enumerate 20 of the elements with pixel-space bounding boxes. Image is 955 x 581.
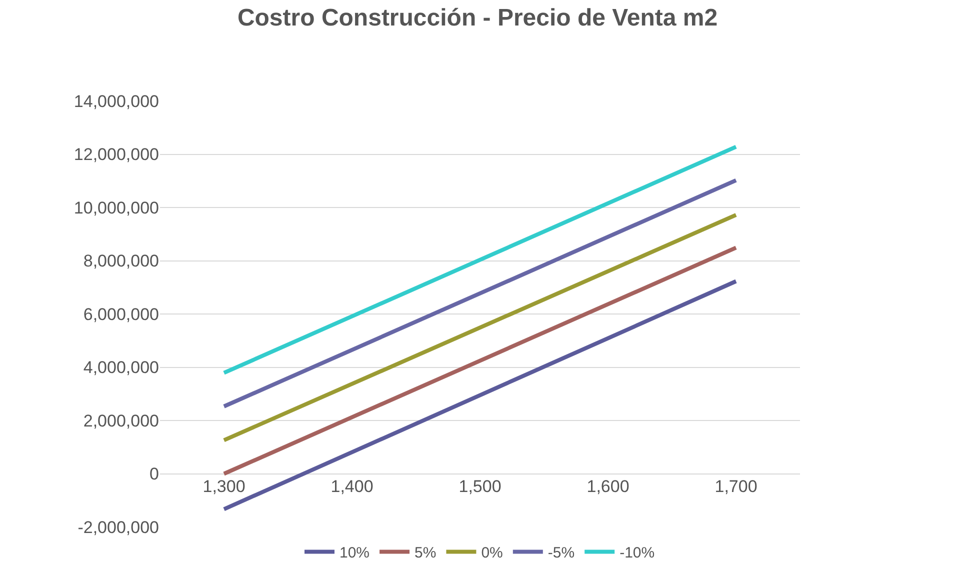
x-tick-label: 1,300 [202, 476, 246, 496]
legend-label: -5% [548, 544, 575, 562]
y-tick-label: 0 [150, 464, 159, 484]
x-tick-label: 1,600 [586, 476, 630, 496]
y-tick-label: 2,000,000 [83, 411, 159, 430]
y-tick-label: 14,000,000 [74, 92, 159, 111]
chart-title: Costro Construcción - Precio de Venta m2 [237, 4, 718, 32]
x-tick-label: 1,700 [714, 476, 758, 496]
y-tick-label: -2,000,000 [78, 518, 159, 537]
y-tick-label: 10,000,000 [74, 198, 159, 218]
legend-label: 0% [481, 544, 503, 562]
legend-label: 10% [340, 544, 370, 562]
legend-label: 5% [414, 544, 436, 562]
y-tick-label: 6,000,000 [83, 304, 159, 324]
y-tick-label: 4,000,000 [83, 358, 159, 378]
x-tick-label: 1,500 [458, 476, 502, 496]
x-tick-label: 1,400 [330, 476, 374, 496]
y-tick-label: 12,000,000 [74, 145, 159, 164]
y-tick-label: 8,000,000 [83, 252, 159, 271]
legend-label: -10% [620, 544, 655, 562]
